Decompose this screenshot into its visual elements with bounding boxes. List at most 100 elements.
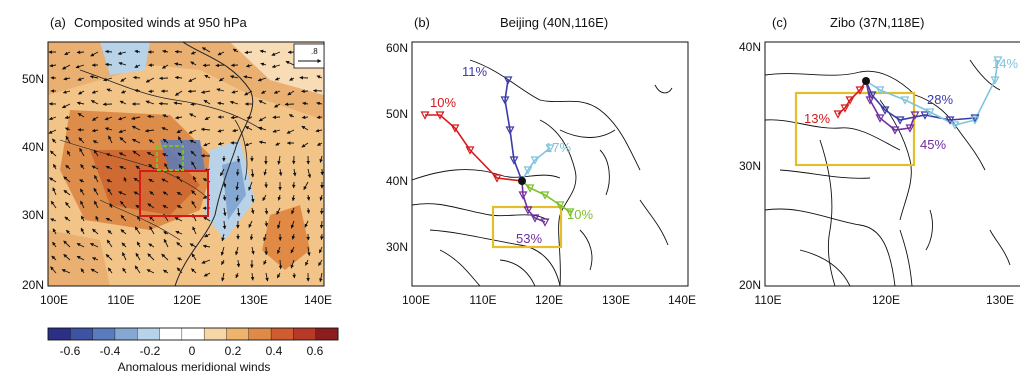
panel-a-ytick: 20N xyxy=(22,278,44,292)
wind-arrow xyxy=(61,103,71,109)
wind-arrow xyxy=(316,142,323,146)
wind-arrow xyxy=(163,231,169,235)
trajectory-marker xyxy=(950,121,960,130)
colorbar-cell xyxy=(70,327,94,341)
wind-arrow xyxy=(92,257,99,261)
wind-arrow xyxy=(49,150,57,157)
wind-arrow xyxy=(134,64,141,68)
wind-arrow xyxy=(89,75,99,79)
wind-arrow xyxy=(75,64,85,69)
wind-arrow xyxy=(64,127,71,131)
wind-arrow xyxy=(147,253,155,261)
wind-arrow xyxy=(190,61,197,66)
wind-arrow xyxy=(243,75,253,79)
wind-arrow xyxy=(80,215,85,222)
wind-arrow xyxy=(215,63,225,68)
wind-arrow xyxy=(162,114,169,118)
panel-a-xtick: 130E xyxy=(240,293,268,307)
colorbar-tick: 0 xyxy=(189,344,196,358)
wind-arrow xyxy=(257,77,267,82)
wind-arrow xyxy=(107,229,113,235)
wind-arrow xyxy=(78,90,85,95)
wind-arrow xyxy=(50,266,57,274)
wind-arrow xyxy=(134,226,141,235)
wind-arrow xyxy=(315,128,323,133)
wind-arrow xyxy=(120,215,127,222)
wind-arrow xyxy=(65,201,71,209)
panel-c-xtick: 130E xyxy=(986,293,1014,307)
wind-arrow xyxy=(93,149,99,157)
wind-arrow xyxy=(161,127,169,131)
wind-arrow xyxy=(94,174,99,183)
wind-arrow xyxy=(65,135,71,144)
wind-arrow xyxy=(52,187,57,196)
wind-arrow xyxy=(134,49,141,54)
wind-arrow xyxy=(319,155,323,163)
wind-arrow xyxy=(306,194,311,201)
wind-arrow xyxy=(64,216,71,222)
wind-arrow xyxy=(118,129,127,134)
wind-arrow xyxy=(278,259,283,270)
wind-arrow xyxy=(176,267,183,274)
wind-arrow xyxy=(105,62,113,67)
wind-arrow xyxy=(92,140,99,144)
wind-arrow xyxy=(162,153,169,157)
panel-b-percent-purple: 53% xyxy=(516,231,542,246)
wind-arrow xyxy=(232,48,239,53)
trajectory-marker xyxy=(920,111,930,120)
wind-arrow xyxy=(203,99,211,105)
wind-arrow xyxy=(259,49,267,54)
trajectory-marker xyxy=(509,156,519,165)
trajectory-marker xyxy=(905,124,915,133)
wind-arrow xyxy=(236,207,241,217)
trajectory-marker xyxy=(970,116,980,125)
wind-arrow xyxy=(271,64,281,69)
panel-c-yellow-box xyxy=(794,91,916,167)
wind-arrow xyxy=(79,188,85,196)
wind-arrow xyxy=(106,88,113,92)
wind-arrow xyxy=(263,168,268,176)
wind-arrow xyxy=(222,181,227,188)
wind-arrow xyxy=(105,153,113,157)
trajectory-marker xyxy=(970,114,980,123)
wind-arrow xyxy=(248,181,253,191)
colorbar-cell xyxy=(293,327,317,341)
svg-text:.8: .8 xyxy=(311,47,318,56)
wind-arrow xyxy=(301,125,309,131)
wind-arrow xyxy=(278,168,283,177)
colorbar-cell xyxy=(159,327,183,341)
wind-arrow xyxy=(147,203,155,209)
colorbar-tick: -0.6 xyxy=(60,344,81,358)
panel-a-ytick: 50N xyxy=(22,72,44,86)
wind-arrow xyxy=(144,128,155,133)
wind-arrow xyxy=(64,115,71,120)
wind-arrow xyxy=(236,259,241,268)
wind-arrow xyxy=(146,151,155,157)
trajectory-marker xyxy=(530,156,540,165)
wind-arrow xyxy=(265,272,269,282)
wind-arrow xyxy=(277,155,281,165)
panel-a-reference-vector: .8 xyxy=(293,43,325,69)
wind-arrow xyxy=(222,207,227,217)
wind-arrow xyxy=(105,165,113,170)
trajectory-marker xyxy=(990,76,1000,85)
wind-arrow xyxy=(145,100,155,105)
wind-arrow xyxy=(277,220,281,229)
wind-arrow xyxy=(177,257,183,261)
panel-c-ytick: 30N xyxy=(739,159,761,173)
wind-arrow xyxy=(177,136,183,144)
wind-arrow xyxy=(175,230,183,235)
wind-arrow xyxy=(147,114,155,119)
wind-arrow xyxy=(303,181,309,191)
wind-arrow xyxy=(80,164,85,170)
trajectory-marker xyxy=(492,174,502,183)
panel-a-map xyxy=(48,42,324,286)
wind-arrow xyxy=(203,142,211,147)
colorbar-tick: 0.6 xyxy=(307,344,324,358)
wind-arrow xyxy=(176,175,183,183)
panel-c-ytick: 40N xyxy=(739,40,761,54)
wind-arrow xyxy=(221,233,225,242)
panel-b-trajectory-lightblue xyxy=(521,147,551,182)
wind-arrow xyxy=(305,259,309,266)
trajectory-marker xyxy=(910,111,920,120)
